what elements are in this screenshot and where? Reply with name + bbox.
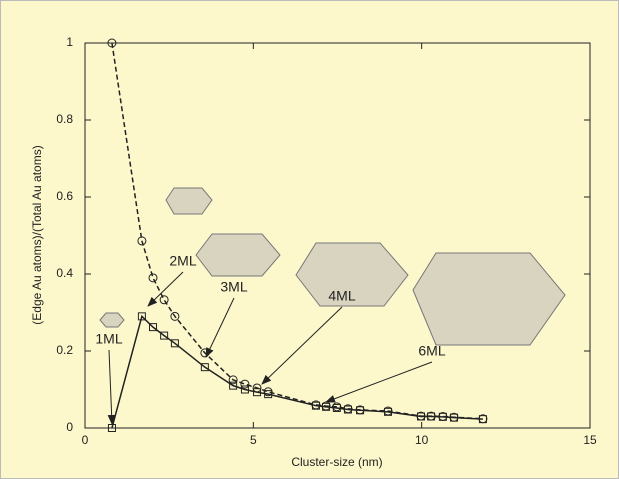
annotation-arrow bbox=[261, 306, 343, 385]
plot-frame bbox=[84, 42, 591, 429]
point bbox=[240, 379, 250, 389]
y-tick-label: 1 bbox=[66, 35, 73, 49]
y-tick-label: 0.2 bbox=[56, 343, 73, 357]
y-tick-label: 0 bbox=[66, 420, 73, 434]
y-axis-label: (Edge Au atoms)/(Total Au atoms) bbox=[30, 145, 44, 324]
annotation: 4ML bbox=[328, 288, 355, 304]
point bbox=[264, 390, 273, 399]
annotation-arrow bbox=[107, 349, 116, 425]
y-tick-label: 0.8 bbox=[56, 112, 73, 126]
x-tick-label: 0 bbox=[82, 433, 89, 447]
point bbox=[332, 403, 341, 412]
point bbox=[240, 385, 249, 394]
point bbox=[449, 413, 458, 422]
point bbox=[160, 331, 169, 340]
point bbox=[478, 415, 487, 424]
point bbox=[159, 295, 169, 305]
x-tick-label: 15 bbox=[583, 433, 597, 447]
point bbox=[107, 38, 117, 48]
point bbox=[137, 236, 147, 246]
x-tick-label: 5 bbox=[250, 433, 257, 447]
point bbox=[253, 388, 262, 397]
cluster-3ml bbox=[195, 233, 281, 277]
annotation: 1ML bbox=[95, 331, 122, 347]
cluster-6ml bbox=[412, 252, 566, 346]
cluster-4ml bbox=[295, 242, 409, 307]
y-tick-label: 0.4 bbox=[56, 266, 73, 280]
point bbox=[322, 402, 331, 411]
cluster-1ml bbox=[99, 312, 125, 328]
point bbox=[343, 405, 352, 414]
point bbox=[311, 401, 320, 410]
point bbox=[170, 339, 179, 348]
point bbox=[427, 412, 436, 421]
point bbox=[148, 273, 158, 283]
cluster-2ml bbox=[165, 187, 213, 215]
point bbox=[416, 412, 425, 421]
annotation-arrow bbox=[205, 297, 235, 358]
point bbox=[149, 323, 158, 332]
point bbox=[200, 363, 209, 372]
point bbox=[438, 412, 447, 421]
annotation: 6ML bbox=[418, 343, 445, 359]
annotation-arrow bbox=[147, 271, 184, 307]
annotation: 3ML bbox=[220, 279, 247, 295]
point bbox=[170, 311, 180, 321]
y-tick-label: 0.6 bbox=[56, 189, 73, 203]
annotation-arrow bbox=[325, 361, 433, 403]
cluster-illustrations bbox=[99, 187, 566, 346]
x-axis-label: Cluster-size (nm) bbox=[291, 455, 382, 469]
point bbox=[137, 312, 146, 321]
point bbox=[356, 406, 365, 415]
point bbox=[229, 381, 238, 390]
annotation: 2ML bbox=[169, 253, 196, 269]
x-tick-label: 10 bbox=[415, 433, 429, 447]
point bbox=[228, 375, 238, 385]
point bbox=[384, 407, 392, 416]
